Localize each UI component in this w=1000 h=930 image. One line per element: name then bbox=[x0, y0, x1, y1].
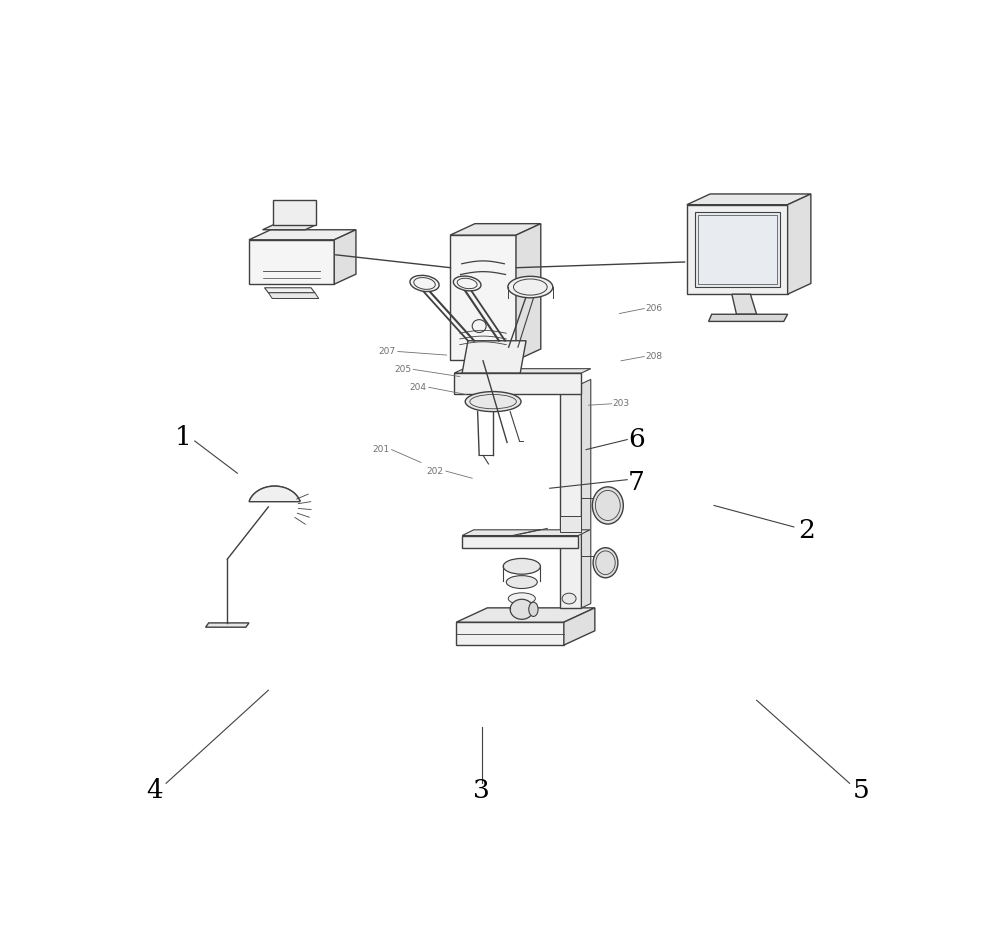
Text: 207: 207 bbox=[378, 347, 396, 356]
Text: 5: 5 bbox=[853, 778, 870, 803]
Polygon shape bbox=[249, 240, 334, 285]
Polygon shape bbox=[732, 294, 757, 314]
Polygon shape bbox=[263, 225, 316, 230]
Text: 4: 4 bbox=[146, 778, 163, 803]
Ellipse shape bbox=[510, 599, 533, 619]
Polygon shape bbox=[456, 622, 564, 645]
Polygon shape bbox=[462, 340, 526, 373]
Polygon shape bbox=[462, 530, 590, 536]
Polygon shape bbox=[462, 536, 578, 549]
Ellipse shape bbox=[508, 276, 553, 298]
Ellipse shape bbox=[529, 602, 538, 617]
Text: 203: 203 bbox=[612, 399, 630, 408]
Text: 7: 7 bbox=[628, 470, 645, 495]
Ellipse shape bbox=[593, 548, 618, 578]
Polygon shape bbox=[334, 230, 356, 285]
Text: 6: 6 bbox=[628, 427, 645, 452]
Polygon shape bbox=[249, 230, 356, 240]
Polygon shape bbox=[454, 368, 591, 373]
Ellipse shape bbox=[410, 275, 439, 292]
Polygon shape bbox=[264, 287, 315, 293]
Text: 1: 1 bbox=[175, 425, 192, 450]
Polygon shape bbox=[709, 314, 788, 322]
Polygon shape bbox=[268, 293, 319, 299]
Polygon shape bbox=[560, 384, 581, 608]
Polygon shape bbox=[581, 379, 591, 608]
Polygon shape bbox=[687, 194, 811, 205]
Polygon shape bbox=[695, 212, 780, 287]
Text: 204: 204 bbox=[409, 383, 426, 392]
Polygon shape bbox=[788, 194, 811, 294]
Polygon shape bbox=[687, 205, 788, 294]
Polygon shape bbox=[560, 516, 581, 532]
Ellipse shape bbox=[592, 486, 623, 525]
Ellipse shape bbox=[465, 392, 521, 412]
Polygon shape bbox=[450, 224, 541, 235]
Ellipse shape bbox=[506, 576, 537, 589]
Polygon shape bbox=[564, 608, 595, 645]
Polygon shape bbox=[456, 608, 595, 622]
Ellipse shape bbox=[508, 592, 535, 604]
Ellipse shape bbox=[562, 593, 576, 604]
Text: 208: 208 bbox=[645, 352, 662, 361]
Text: 205: 205 bbox=[394, 365, 411, 374]
Polygon shape bbox=[454, 373, 581, 394]
Text: 2: 2 bbox=[799, 518, 815, 543]
Polygon shape bbox=[206, 623, 249, 627]
Text: 201: 201 bbox=[372, 445, 389, 454]
Text: 206: 206 bbox=[645, 304, 662, 313]
Polygon shape bbox=[273, 200, 316, 225]
Ellipse shape bbox=[453, 276, 481, 291]
Text: 202: 202 bbox=[426, 467, 444, 475]
Polygon shape bbox=[249, 486, 300, 501]
Text: 3: 3 bbox=[473, 778, 490, 803]
Polygon shape bbox=[450, 235, 516, 361]
Ellipse shape bbox=[503, 558, 540, 574]
Polygon shape bbox=[516, 224, 541, 361]
